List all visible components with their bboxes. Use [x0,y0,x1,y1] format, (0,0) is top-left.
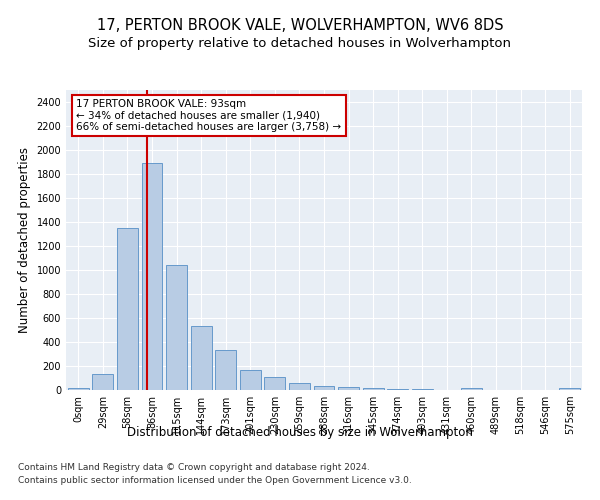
Bar [215,350,236,390]
Text: Contains HM Land Registry data © Crown copyright and database right 2024.: Contains HM Land Registry data © Crown c… [18,464,370,472]
Bar [461,388,482,390]
Bar [314,386,334,390]
Bar [117,228,138,390]
Text: Contains public sector information licensed under the Open Government Licence v3: Contains public sector information licen… [18,476,412,485]
Text: Size of property relative to detached houses in Wolverhampton: Size of property relative to detached ho… [89,38,511,51]
Text: Distribution of detached houses by size in Wolverhampton: Distribution of detached houses by size … [127,426,473,439]
Y-axis label: Number of detached properties: Number of detached properties [18,147,31,333]
Bar [289,383,310,390]
Text: 17 PERTON BROOK VALE: 93sqm
← 34% of detached houses are smaller (1,940)
66% of : 17 PERTON BROOK VALE: 93sqm ← 34% of det… [76,99,341,132]
Bar [68,388,89,390]
Bar [265,377,286,390]
Bar [559,388,580,390]
Bar [362,388,383,390]
Bar [240,370,261,390]
Bar [142,163,163,390]
Bar [191,326,212,390]
Bar [387,389,408,390]
Bar [92,374,113,390]
Bar [338,387,359,390]
Bar [166,265,187,390]
Text: 17, PERTON BROOK VALE, WOLVERHAMPTON, WV6 8DS: 17, PERTON BROOK VALE, WOLVERHAMPTON, WV… [97,18,503,32]
